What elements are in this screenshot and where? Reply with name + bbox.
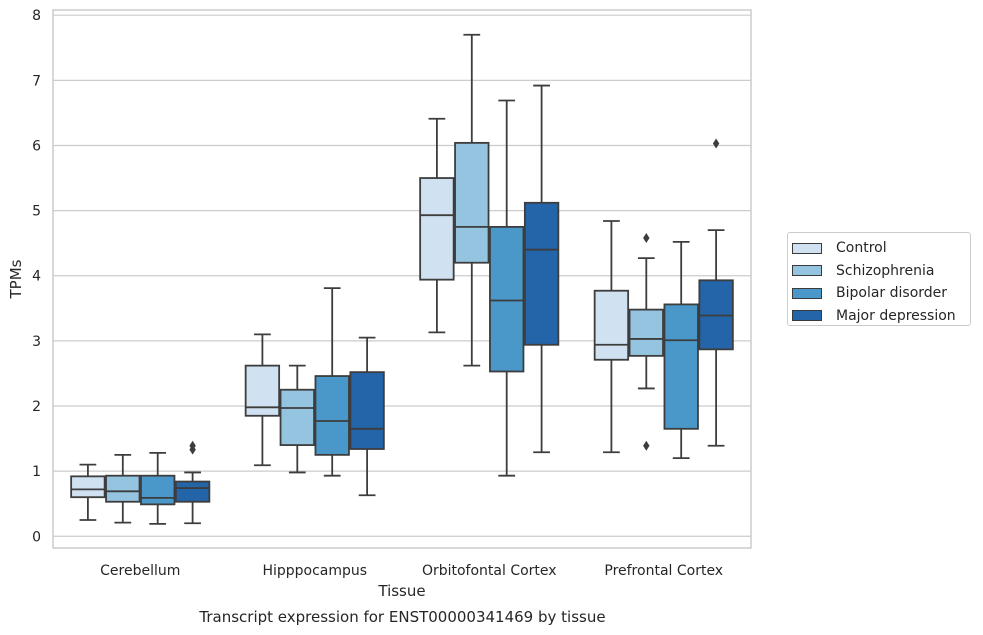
box-body <box>454 141 490 264</box>
legend-item: Bipolar disorder <box>792 282 970 305</box>
box-bipolar-disorder <box>140 452 176 525</box>
box-body <box>593 289 630 361</box>
outlier-point <box>189 444 196 455</box>
legend-label: Bipolar disorder <box>836 285 948 302</box>
chart-caption: Transcript expression for ENST0000034146… <box>199 608 606 626</box>
box-body <box>314 375 350 456</box>
y-tick-label: 4 <box>32 269 41 285</box>
legend-swatch <box>792 265 822 277</box>
box-major-depression <box>349 336 385 497</box>
legend-label: Control <box>836 240 887 257</box>
y-tick-label: 2 <box>32 399 41 415</box>
y-tick-label: 6 <box>32 138 41 154</box>
box-body <box>489 225 525 373</box>
box-body <box>244 364 281 417</box>
x-tick-label: Cerebellum <box>100 563 180 579</box>
legend-item: Schizophrenia <box>792 260 970 283</box>
box-body <box>663 303 699 430</box>
legend-label: Schizophrenia <box>836 262 935 279</box>
box-major-depression <box>174 440 211 525</box>
legend-swatch <box>792 310 822 322</box>
x-axis-ticks: Cerebellum Hipppocampus Orbitofontal Corte… <box>100 563 723 579</box>
box-control <box>593 220 630 454</box>
outlier-point <box>643 232 650 243</box>
legend-label: Major depression <box>836 307 956 324</box>
box-series <box>70 33 734 525</box>
outlier-point <box>643 440 650 451</box>
y-tick-label: 5 <box>32 204 41 220</box>
box-body <box>174 480 211 503</box>
y-tick-label: 3 <box>32 334 41 350</box>
x-tick-label: Prefrontal Cortex <box>604 563 723 579</box>
legend-swatch <box>792 287 822 299</box>
box-schizophrenia <box>105 453 141 524</box>
box-bipolar-disorder <box>663 240 699 460</box>
y-axis-ticks: 0 1 2 3 4 5 6 7 8 <box>32 8 41 545</box>
plot-frame <box>52 9 752 549</box>
box-bipolar-disorder <box>489 99 525 477</box>
box-body <box>105 474 141 503</box>
legend-item: Control <box>792 237 970 260</box>
box-bipolar-disorder <box>314 287 350 477</box>
box-body <box>628 308 664 357</box>
y-axis-label: TPMs <box>7 259 25 299</box>
box-schizophrenia <box>628 232 664 451</box>
box-schizophrenia <box>279 364 315 474</box>
box-major-depression <box>698 138 734 447</box>
box-body <box>140 474 176 506</box>
box-control <box>70 463 106 521</box>
box-body <box>349 371 385 450</box>
legend-swatch <box>792 242 822 254</box>
x-tick-label: Hipppocampus <box>262 563 367 579</box>
box-control <box>244 333 281 467</box>
box-body <box>70 475 106 499</box>
box-schizophrenia <box>454 33 490 367</box>
box-body <box>279 388 315 446</box>
y-tick-label: 0 <box>32 529 41 545</box>
legend-item: Major depression <box>792 305 970 328</box>
x-tick-label: Orbitofontal Cortex <box>422 563 557 579</box>
y-tick-label: 7 <box>32 73 41 89</box>
x-axis-label: Tissue <box>377 582 425 600</box>
outlier-point <box>712 138 720 149</box>
box-body <box>523 201 560 346</box>
legend: Control Schizophrenia Bipolar disorder Majo… <box>787 232 971 326</box>
box-major-depression <box>523 84 560 454</box>
gridlines <box>53 14 751 537</box>
box-control <box>419 117 455 334</box>
y-tick-label: 8 <box>32 8 41 24</box>
box-body <box>419 177 455 281</box>
y-tick-label: 1 <box>32 464 41 480</box>
